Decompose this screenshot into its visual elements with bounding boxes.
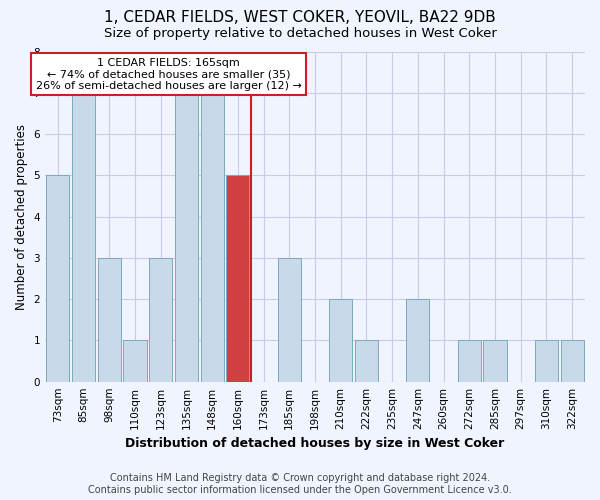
Bar <box>46 176 70 382</box>
Bar <box>355 340 378 382</box>
Bar <box>175 93 198 382</box>
Bar <box>278 258 301 382</box>
Bar <box>484 340 506 382</box>
Text: 1, CEDAR FIELDS, WEST COKER, YEOVIL, BA22 9DB: 1, CEDAR FIELDS, WEST COKER, YEOVIL, BA2… <box>104 10 496 25</box>
Bar <box>535 340 558 382</box>
Bar <box>329 299 352 382</box>
Bar <box>406 299 430 382</box>
Y-axis label: Number of detached properties: Number of detached properties <box>15 124 28 310</box>
Bar <box>226 176 250 382</box>
Bar <box>560 340 584 382</box>
Bar <box>200 93 224 382</box>
Bar <box>72 93 95 382</box>
Bar <box>98 258 121 382</box>
Text: Size of property relative to detached houses in West Coker: Size of property relative to detached ho… <box>104 28 496 40</box>
Bar <box>458 340 481 382</box>
Text: Contains HM Land Registry data © Crown copyright and database right 2024.
Contai: Contains HM Land Registry data © Crown c… <box>88 474 512 495</box>
Bar <box>124 340 146 382</box>
Text: 1 CEDAR FIELDS: 165sqm
← 74% of detached houses are smaller (35)
26% of semi-det: 1 CEDAR FIELDS: 165sqm ← 74% of detached… <box>35 58 301 91</box>
X-axis label: Distribution of detached houses by size in West Coker: Distribution of detached houses by size … <box>125 437 505 450</box>
Bar <box>149 258 172 382</box>
